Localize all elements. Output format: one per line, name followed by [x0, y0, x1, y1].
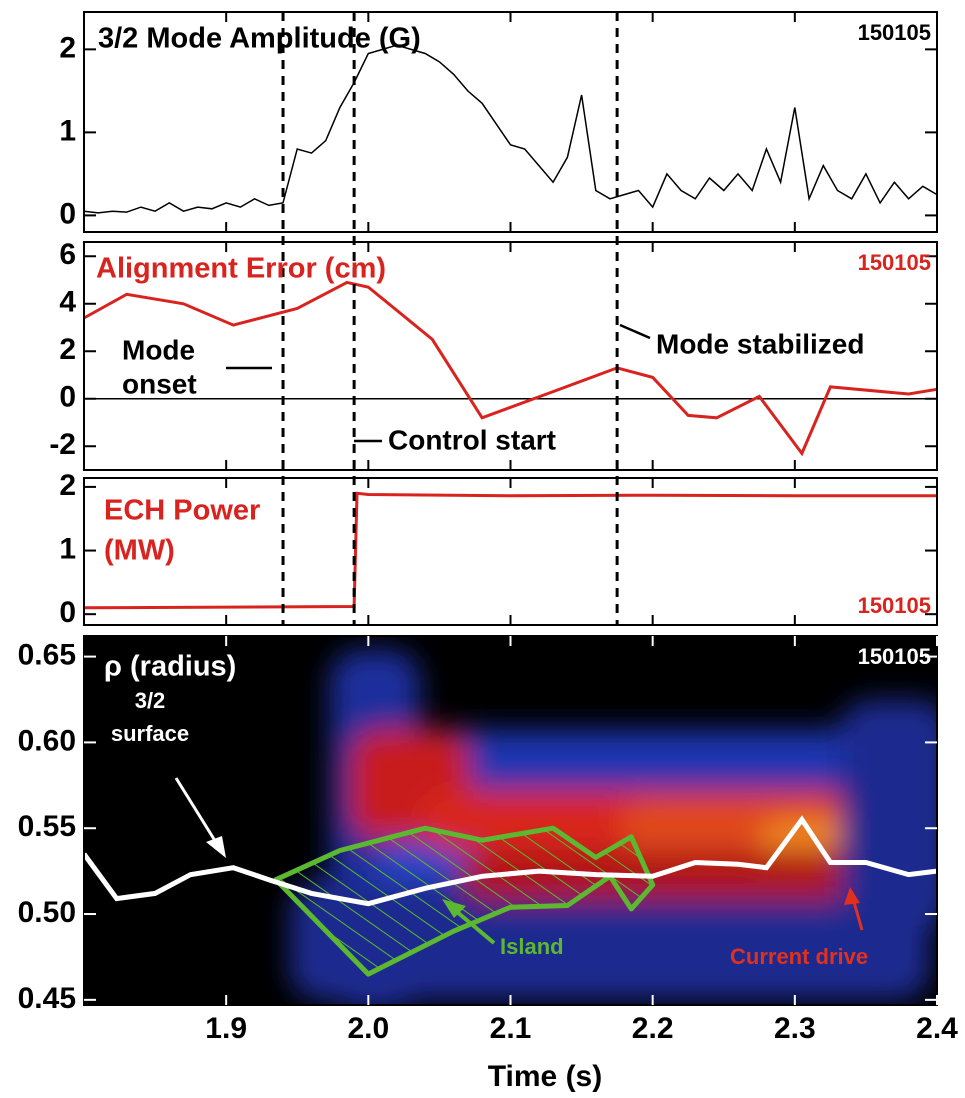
panel-title: Alignment Error (cm) — [96, 253, 386, 285]
y-tick-label: 2 — [59, 469, 76, 502]
y-tick-label: -2 — [49, 428, 76, 461]
arrow-head — [442, 899, 466, 918]
annotation: Island — [500, 934, 564, 959]
data-line — [83, 44, 938, 214]
shot-number: 150105 — [858, 250, 931, 275]
arrow-head — [844, 887, 860, 905]
y-tick-label: 6 — [59, 238, 76, 271]
panel-title: 3/2 Mode Amplitude (G) — [98, 23, 421, 55]
shot-number: 150105 — [858, 644, 931, 669]
y-tick-label: 0 — [59, 596, 76, 629]
x-tick-label: 2.2 — [632, 1012, 674, 1045]
y-tick-label: 0.65 — [18, 639, 76, 672]
y-tick-label: 0 — [59, 197, 76, 230]
panel-title: ρ (radius) — [104, 651, 236, 683]
x-tick-label: 2.0 — [347, 1012, 389, 1045]
surface-line — [84, 815, 937, 907]
x-tick-label: 2.1 — [490, 1012, 532, 1045]
pointer — [619, 323, 651, 340]
x-axis-label: Time (s) — [488, 1060, 602, 1093]
y-tick-label: 2 — [59, 333, 76, 366]
y-tick-label: 1 — [59, 532, 76, 565]
data-line — [83, 280, 938, 457]
panel-title: ECH Power — [104, 495, 260, 527]
y-tick-label: 0 — [59, 381, 76, 414]
y-tick-label: 2 — [59, 31, 76, 64]
arrow-head — [206, 836, 226, 858]
shot-number: 150105 — [858, 20, 931, 45]
y-tick-label: 4 — [59, 286, 76, 319]
heatmap-blob — [840, 700, 937, 930]
y-tick-label: 1 — [59, 114, 76, 147]
x-tick-label: 1.9 — [205, 1012, 247, 1045]
x-tick-label: 2.3 — [774, 1012, 816, 1045]
annotation: surface — [111, 721, 189, 746]
annotation: Mode stabilized — [656, 328, 864, 359]
annotation: Control start — [388, 424, 556, 455]
y-tick-label: 0.60 — [18, 724, 76, 757]
y-tick-label: 0.50 — [18, 896, 76, 929]
shot-number: 150105 — [858, 593, 931, 618]
x-tick-label: 2.4 — [916, 1012, 958, 1045]
y-tick-label: 0.55 — [18, 810, 76, 843]
panel-title: (MW) — [104, 535, 175, 567]
annotation: 3/2 — [135, 688, 166, 713]
data-line — [83, 491, 937, 610]
annotation: Mode — [122, 334, 195, 365]
annotation: Current drive — [730, 944, 868, 969]
y-tick-label: 0.45 — [18, 982, 76, 1015]
annotation: onset — [122, 368, 197, 399]
